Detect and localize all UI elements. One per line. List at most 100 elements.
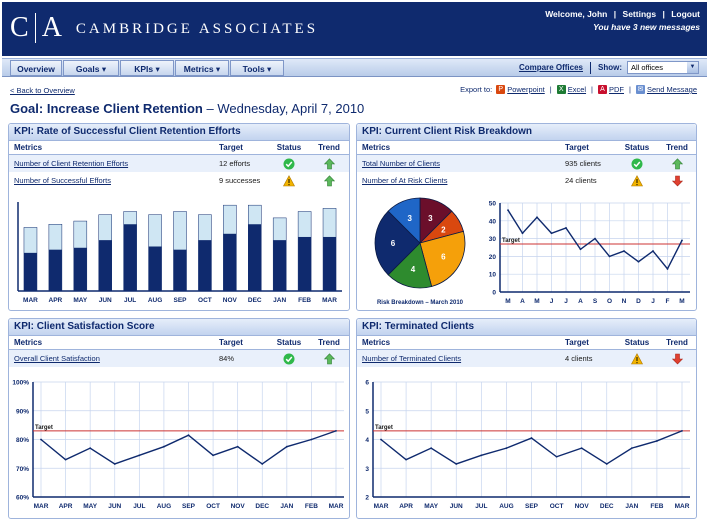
excel-icon[interactable]: X — [556, 85, 566, 94]
bar-value — [73, 247, 87, 291]
metric-link[interactable]: Number of Terminated Clients — [362, 354, 462, 363]
metric-row: Number of Terminated Clients 4 clients — [357, 350, 696, 367]
status-circle — [631, 158, 643, 170]
data-point — [163, 445, 165, 448]
y-tick-label: 60% — [16, 495, 29, 502]
page-title: Goal: Increase Client Retention – Wednes… — [10, 101, 364, 116]
logo-letter-a: A — [41, 12, 62, 43]
y-tick-label: 10 — [489, 272, 497, 279]
up-arrow — [323, 175, 335, 187]
y-tick-label: 30 — [489, 236, 497, 243]
metric-link[interactable]: Number of Successful Efforts — [14, 176, 111, 185]
kpi-panel-terminated: KPI: Terminated Clients Metrics Target S… — [356, 318, 697, 519]
check-mark — [633, 161, 641, 168]
mail-icon[interactable]: ✉ — [635, 85, 645, 94]
data-point — [480, 454, 483, 457]
retention-bar-chart: MAR APR MAY JUN JUL AUG SEP OCT NOV DEC JAN FEB MAR — [17, 202, 342, 304]
y-tick-label: 80% — [16, 437, 29, 444]
metric-target: 12 efforts — [219, 159, 251, 168]
metric-target: 935 clients — [565, 159, 601, 168]
logout-link[interactable]: Logout — [671, 9, 700, 19]
x-tick-label: M — [505, 298, 510, 305]
x-tick-label: MAY — [424, 503, 439, 510]
x-tick-label: JAN — [273, 297, 286, 304]
data-point — [455, 463, 458, 465]
data-point — [138, 454, 141, 457]
x-tick-label: JUN — [450, 503, 463, 510]
metric-link[interactable]: Overall Client Satisfaction — [14, 354, 100, 363]
nav-tools[interactable]: Tools ▾ — [230, 60, 284, 76]
trend-up-icon — [314, 155, 344, 172]
x-tick-label: NOV — [231, 503, 246, 510]
nav-goals[interactable]: Goals ▾ — [63, 60, 119, 76]
warning-bar — [288, 179, 290, 184]
data-point — [521, 232, 524, 235]
x-tick-label: FEB — [650, 503, 663, 510]
company-logo[interactable]: C A CAMBRIDGE ASSOCIATES — [10, 12, 318, 44]
send-message-link[interactable]: Send Message — [646, 85, 697, 94]
x-tick-label: J — [550, 298, 554, 305]
status-ok-icon — [274, 350, 304, 367]
office-select[interactable]: All offices ▼ — [627, 61, 699, 74]
data-point — [666, 267, 669, 270]
up-arrow — [671, 158, 683, 170]
up-arrow — [323, 158, 335, 170]
metric-link[interactable]: Number of Client Retention Efforts — [14, 159, 129, 168]
x-tick-label: DEC — [248, 297, 262, 304]
x-tick-label: A — [578, 298, 583, 305]
data-point — [555, 455, 558, 458]
settings-link[interactable]: Settings — [622, 9, 657, 19]
separator: | — [629, 85, 631, 94]
back-link[interactable]: < Back to Overview — [10, 86, 75, 95]
metric-link[interactable]: Total Number of Clients — [362, 159, 440, 168]
warning-dot — [636, 184, 638, 186]
logo-mark: C A — [10, 12, 62, 44]
data-point — [580, 447, 583, 450]
separator: | — [662, 9, 665, 19]
x-tick-label: MAR — [322, 297, 337, 304]
x-tick-label: A — [520, 298, 525, 305]
goal-date: – Wednesday, April 7, 2010 — [206, 101, 365, 116]
data-point — [630, 447, 633, 450]
x-tick-label: M — [534, 298, 539, 305]
panel-title: KPI: Rate of Successful Client Retention… — [9, 124, 349, 141]
x-tick-label: JAN — [625, 503, 638, 510]
powerpoint-icon[interactable]: P — [496, 85, 506, 94]
status-circle — [283, 353, 295, 365]
bar-value — [148, 246, 162, 291]
separator — [590, 61, 591, 74]
x-tick-label: S — [593, 298, 598, 305]
chevron-down-icon[interactable]: ▼ — [687, 62, 698, 73]
x-tick-label: NOV — [223, 297, 238, 304]
pdf-icon[interactable]: A — [598, 85, 607, 94]
status-ok-icon — [622, 155, 652, 172]
col-trend: Trend — [318, 143, 340, 152]
x-tick-label: AUG — [499, 503, 513, 510]
x-tick-label: DEC — [255, 503, 269, 510]
metric-link[interactable]: Number of At Risk Clients — [362, 176, 448, 185]
data-point — [605, 463, 608, 465]
pie-slice-label: 4 — [411, 265, 416, 274]
metric-row: Number of Client Retention Efforts 12 ef… — [9, 155, 349, 172]
nav-overview[interactable]: Overview — [10, 60, 62, 76]
messages-notice[interactable]: You have 3 new messages — [593, 22, 700, 32]
nav-kpis[interactable]: KPIs ▾ — [120, 60, 174, 76]
col-metrics: Metrics — [362, 143, 391, 152]
nav-metrics[interactable]: Metrics ▾ — [175, 60, 229, 76]
logo-letter-c: C — [10, 12, 29, 43]
export-label: Export to: — [460, 85, 493, 94]
x-tick-label: SEP — [182, 503, 196, 510]
metric-row: Overall Client Satisfaction 84% — [9, 350, 349, 367]
export-excel-link[interactable]: Excel — [567, 85, 587, 94]
export-pdf-link[interactable]: PDF — [609, 85, 624, 94]
data-point — [681, 429, 683, 432]
separator: | — [549, 85, 552, 94]
pie-slice — [374, 210, 421, 276]
compare-offices-link[interactable]: Compare Offices — [518, 63, 583, 72]
y-tick-label: 40 — [489, 218, 497, 225]
pie-slice — [419, 230, 466, 287]
data-point — [579, 248, 582, 251]
export-powerpoint-link[interactable]: Powerpoint — [507, 85, 545, 94]
metrics-header: Metrics Target Status Trend — [357, 141, 696, 155]
